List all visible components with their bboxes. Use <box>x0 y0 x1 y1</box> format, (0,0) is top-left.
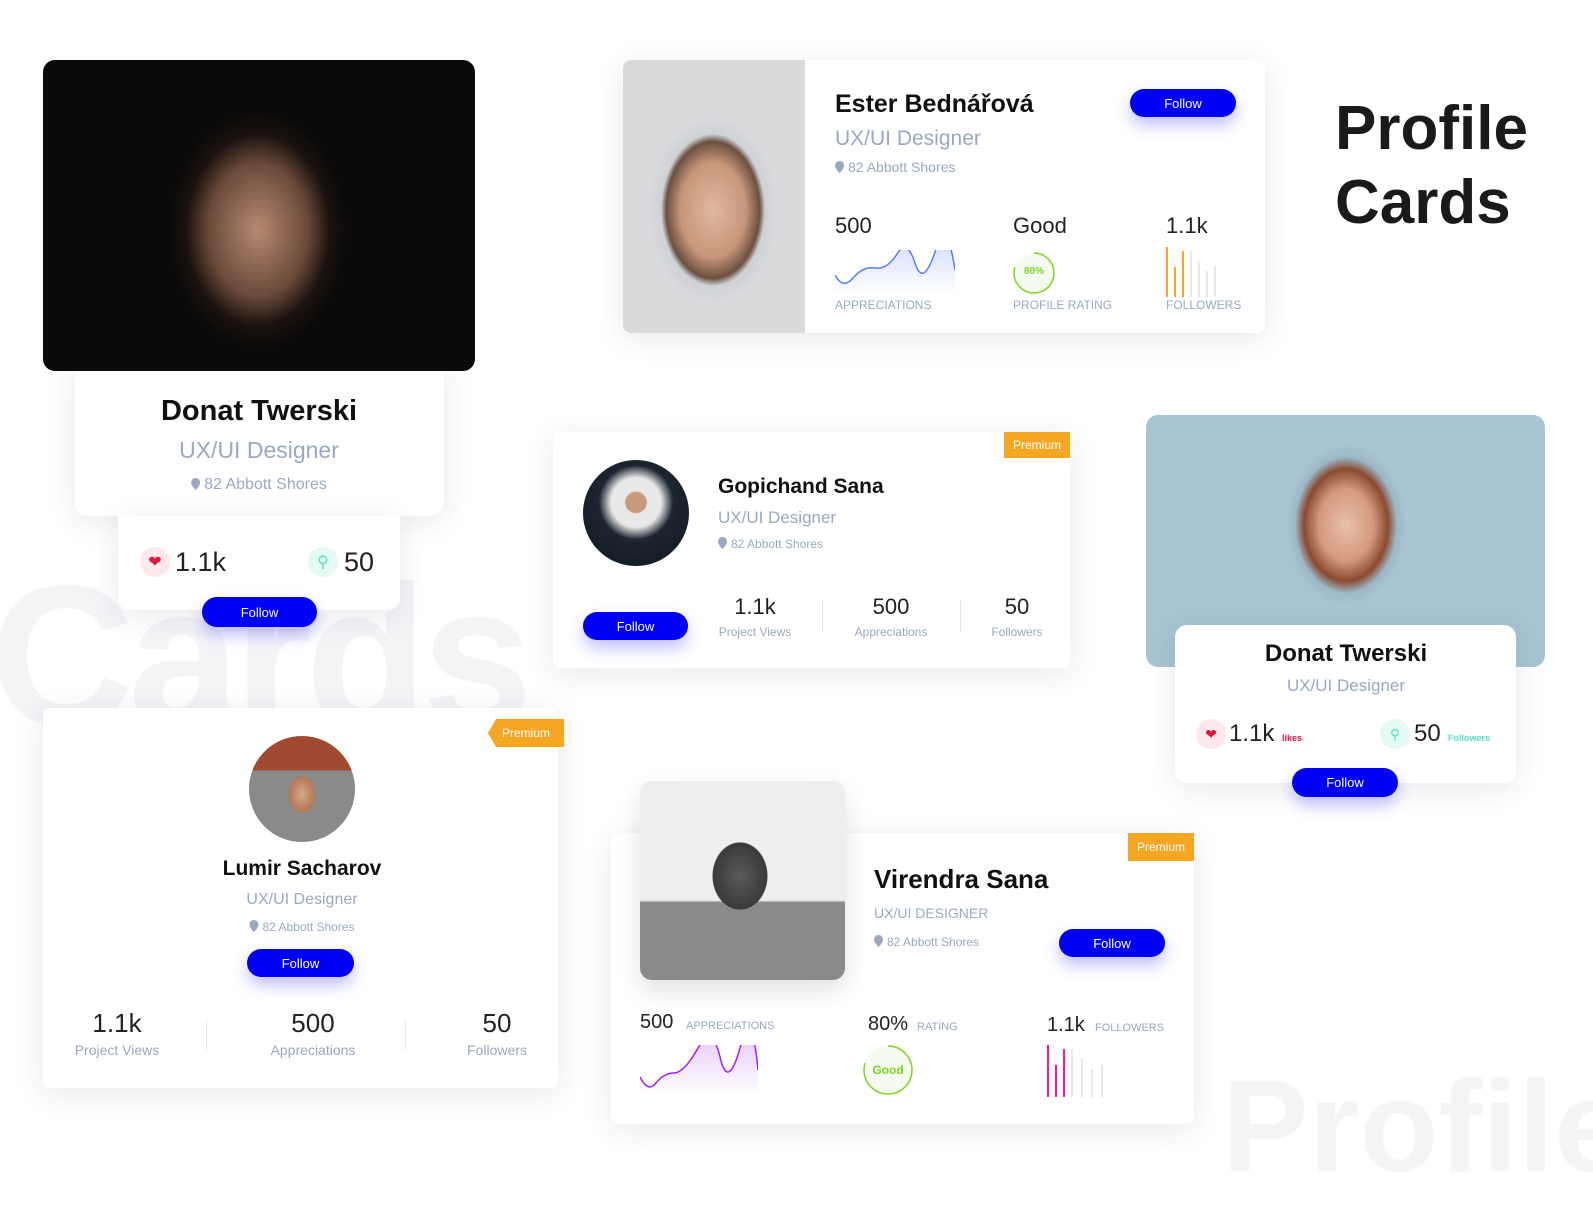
likes-count: 1.1k <box>175 547 227 577</box>
profile-name: Donat Twerski <box>160 395 358 427</box>
location-pin-icon <box>718 537 727 549</box>
profile-role: UX/UI Designer <box>179 437 339 463</box>
avatar-gopichand <box>583 460 689 566</box>
profile-name: Lumir Sacharov <box>222 857 382 880</box>
premium-badge: Premium <box>1004 432 1070 458</box>
hearts-icon: ❤ <box>140 547 170 577</box>
rating-percent: 80% <box>1023 266 1044 277</box>
rating-label: PROFILE RATING <box>1013 298 1113 312</box>
followers-label: FOLLOWERS <box>1095 1022 1165 1034</box>
profile-role: UX/UI Designer <box>835 127 981 150</box>
profile-card-donat-small <box>1175 625 1516 783</box>
premium-badge: Premium <box>1128 833 1194 861</box>
project-views-label: Project Views <box>74 1042 160 1058</box>
profile-location: 82 Abbott Shores <box>835 159 955 175</box>
followers-label: Followers <box>991 625 1043 639</box>
profile-photo-ester <box>623 60 805 333</box>
rating-ring <box>1013 252 1055 294</box>
profile-location: 82 Abbott Shores <box>249 920 355 934</box>
rating-label: RATING <box>917 1021 958 1033</box>
profile-name: Donat Twerski <box>1264 640 1428 667</box>
appreciations-value: 500 <box>835 213 872 238</box>
followers-value: 1.1k <box>1047 1014 1085 1036</box>
profile-name: Virendra Sana <box>874 864 1049 894</box>
followers-label: Followers <box>1448 733 1491 743</box>
appreciations-sparkline <box>835 250 955 295</box>
divider <box>206 1020 207 1050</box>
rating-value: 80% <box>868 1013 909 1035</box>
profile-photo-donat <box>43 60 475 371</box>
appreciations-label: APPRECIATIONS <box>686 1020 775 1032</box>
follow-button[interactable]: Follow <box>1059 929 1165 957</box>
project-views-value: 1.1k <box>734 594 776 619</box>
hearts-icon: ❤ <box>1196 719 1226 749</box>
user-pin-icon: ⚲ <box>1380 719 1410 749</box>
appreciations-label: Appreciations <box>854 625 928 639</box>
followers-value: 50 <box>482 1008 512 1038</box>
followers-bars <box>1166 247 1216 297</box>
rating-value: Good <box>1013 213 1067 238</box>
profile-name: Gopichand Sana <box>718 475 884 498</box>
likes-count: 1.1k <box>1229 720 1275 747</box>
follow-button[interactable]: Follow <box>247 949 354 977</box>
divider <box>960 600 961 632</box>
avatar-lumir <box>249 736 355 842</box>
profile-role: UX/UI DESIGNER <box>874 905 989 921</box>
followers-bars <box>1047 1045 1103 1097</box>
premium-badge: Premium <box>488 719 564 747</box>
appreciations-value: 500 <box>640 1011 674 1033</box>
rating-ring <box>863 1045 913 1095</box>
page-title: Profile Cards <box>1335 94 1528 237</box>
location-pin-icon <box>874 935 883 947</box>
followers-label: FOLLOWERS <box>1166 298 1242 312</box>
follow-button[interactable]: Follow <box>1130 89 1236 117</box>
likes-label: likes <box>1282 733 1303 743</box>
divider <box>822 600 823 632</box>
profile-location: 82 Abbott Shores <box>874 935 979 949</box>
rating-text: Good <box>872 1063 904 1077</box>
followers-count: 50 <box>1414 720 1441 747</box>
location-pin-icon <box>835 161 844 173</box>
location-pin-icon <box>249 920 259 932</box>
appreciations-value: 500 <box>872 594 910 619</box>
follow-button[interactable]: Follow <box>202 597 317 627</box>
profile-location: 82 Abbott Shores <box>718 537 823 551</box>
project-views-value: 1.1k <box>92 1008 142 1038</box>
followers-value: 50 <box>1004 594 1030 619</box>
location-pin-icon <box>191 478 201 490</box>
followers-count: 50 <box>344 547 375 577</box>
followers-value: 1.1k <box>1166 213 1208 238</box>
appreciations-label: APPRECIATIONS <box>835 298 932 312</box>
user-pin-icon: ⚲ <box>308 547 338 577</box>
project-views-label: Project Views <box>718 625 792 639</box>
profile-card-donat-large <box>75 360 444 516</box>
appreciations-label: Appreciations <box>270 1042 356 1058</box>
appreciations-sparkline <box>640 1045 758 1095</box>
profile-name: Ester Bednářová <box>835 90 1034 118</box>
divider <box>405 1020 406 1050</box>
appreciations-value: 500 <box>291 1008 335 1038</box>
profile-photo-virendra <box>640 781 845 980</box>
follow-button[interactable]: Follow <box>1292 768 1398 797</box>
watermark-profile <box>1222 1060 1593 1220</box>
profile-role: UX/UI Designer <box>718 508 837 527</box>
profile-role: UX/UI Designer <box>1286 676 1406 695</box>
profile-location: 82 Abbott Shores <box>191 476 327 494</box>
profile-role: UX/UI Designer <box>246 891 358 908</box>
follow-button[interactable]: Follow <box>583 612 688 640</box>
followers-label: Followers <box>467 1042 527 1058</box>
